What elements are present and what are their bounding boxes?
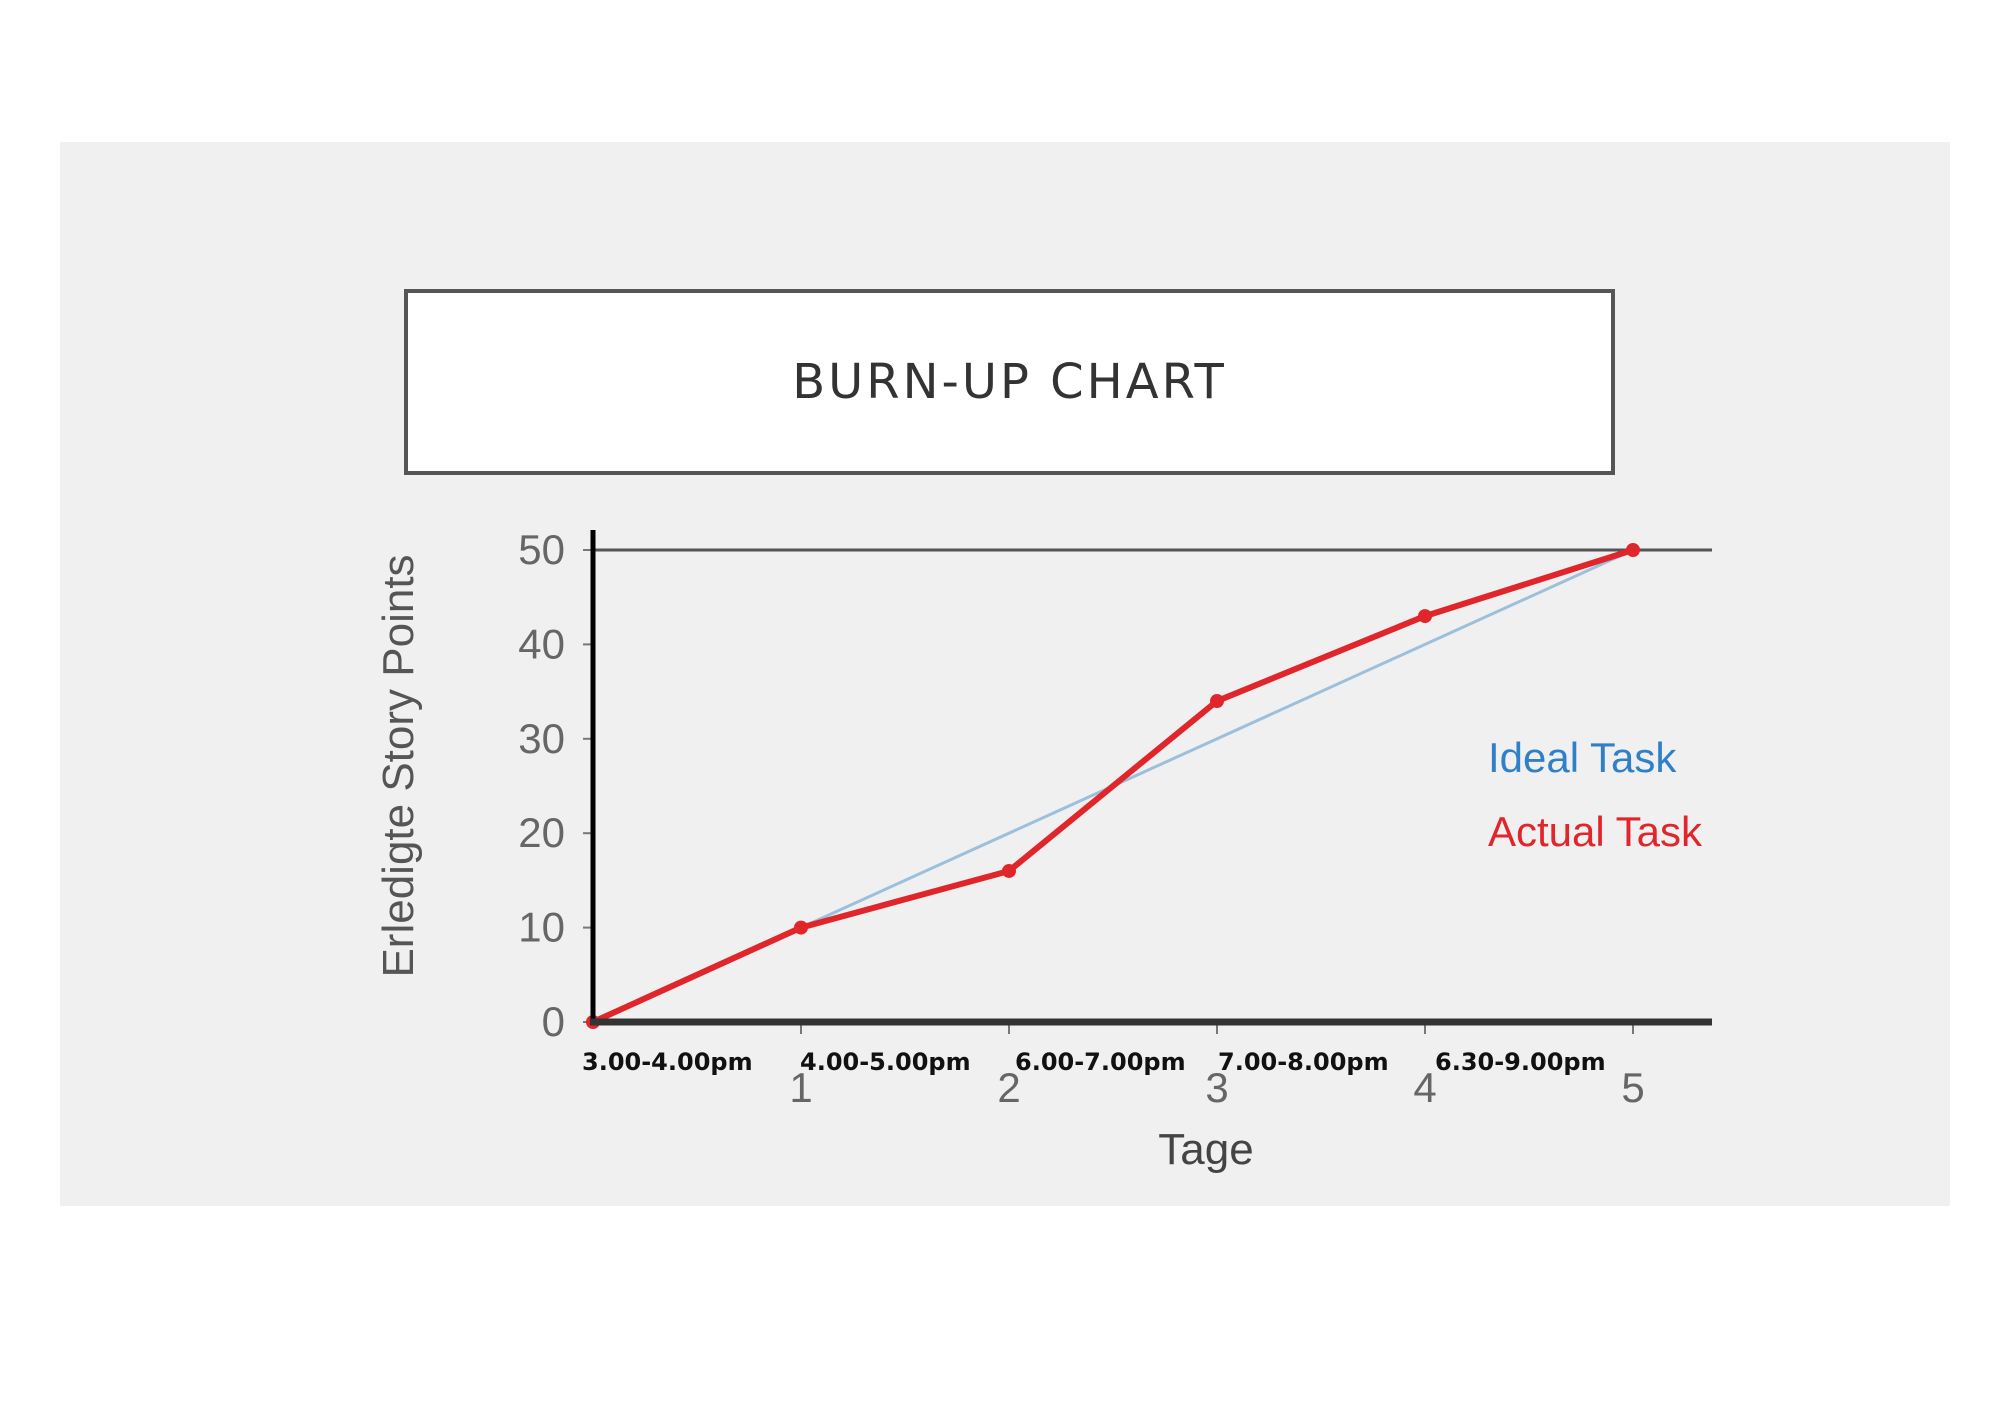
x-tick-label: 5 (1621, 1064, 1644, 1111)
legend: Ideal Task Actual Task (1488, 734, 1703, 855)
x-tick-label: 2 (997, 1064, 1020, 1111)
y-tick-label: 10 (518, 904, 565, 951)
legend-ideal-task: Ideal Task (1488, 734, 1677, 781)
time-slot-label: 4.00-5.00pm (800, 1048, 971, 1076)
actual-task-point (1002, 863, 1016, 878)
time-slot-label: 6.30-9.00pm (1435, 1048, 1606, 1076)
y-tick-label: 20 (518, 809, 565, 856)
y-tick-label: 30 (518, 715, 565, 762)
legend-actual-task: Actual Task (1488, 808, 1703, 855)
chart-title-box: BURN-UP CHART (404, 289, 1615, 475)
y-tick-label: 50 (518, 526, 565, 573)
y-axis-label: Erledigte Story Points (374, 554, 423, 977)
actual-task-line (590, 547, 1636, 1025)
time-slot-label: 3.00-4.00pm (582, 1048, 753, 1076)
y-tick-label: 0 (542, 998, 565, 1045)
y-ticks-group: 0 10 20 30 40 50 (518, 526, 593, 1045)
x-tick-label: 1 (789, 1064, 812, 1111)
actual-task-point (1210, 694, 1224, 709)
time-slot-label: 7.00-8.00pm (1218, 1048, 1389, 1076)
ideal-task-line (799, 548, 1635, 930)
x-tick-label: 4 (1413, 1064, 1436, 1111)
actual-task-point (1626, 543, 1640, 557)
series-group (586, 543, 1640, 1029)
x-axis-label: Tage (1158, 1125, 1253, 1174)
actual-task-point (1418, 609, 1432, 624)
time-labels-group: 3.00-4.00pm 4.00-5.00pm 6.00-7.00pm 7.00-8.… (582, 1048, 1606, 1076)
y-tick-label: 40 (518, 620, 565, 667)
x-tick-label: 3 (1205, 1064, 1228, 1111)
time-slot-label: 6.00-7.00pm (1015, 1048, 1186, 1076)
chart-title: BURN-UP CHART (792, 354, 1227, 410)
actual-task-point (794, 920, 808, 935)
